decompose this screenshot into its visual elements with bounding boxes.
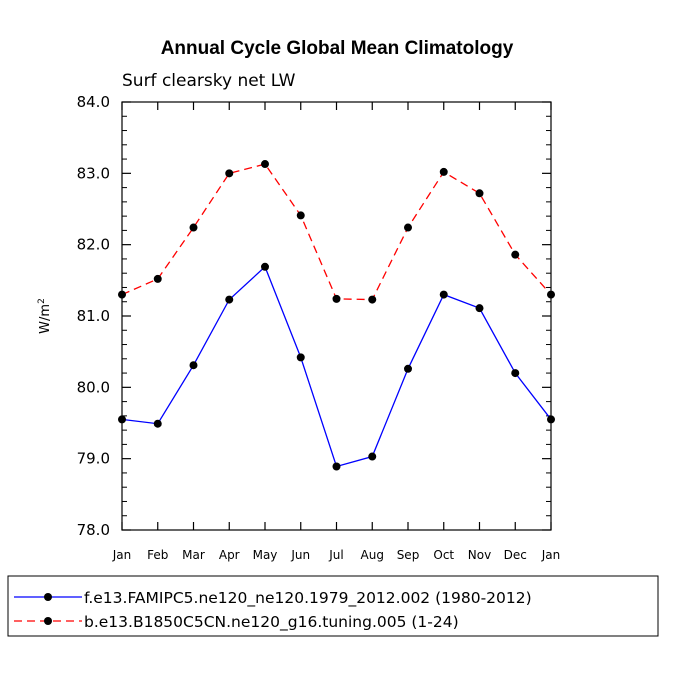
series-2-point — [189, 223, 198, 232]
series-2-point — [332, 294, 341, 303]
x-tick-label: Sep — [397, 548, 420, 562]
x-tick-label: Aug — [361, 548, 384, 562]
x-axis: Jan Feb Mar Apr May Jun Jul Aug Sep Oct Nov Dec Jan — [112, 102, 561, 562]
series-1-point — [547, 415, 555, 424]
legend-marker-1 — [44, 593, 52, 601]
series-layer — [118, 160, 555, 471]
series-1-point — [404, 364, 412, 373]
series-2-point — [404, 223, 412, 232]
series-2-point — [511, 250, 520, 259]
series-2-point — [368, 295, 377, 304]
x-tick-label: Jun — [290, 548, 310, 562]
series-2-point — [439, 167, 448, 176]
series-2-point — [547, 290, 555, 299]
x-tick-label: Apr — [219, 548, 240, 562]
series-2-point — [296, 211, 305, 220]
chart-title: Annual Cycle Global Mean Climatology — [161, 38, 514, 59]
series-2-point — [225, 169, 234, 178]
x-tick-label: May — [253, 548, 278, 562]
series-1-point — [153, 419, 162, 428]
y-tick-label: 84.0 — [77, 93, 110, 111]
x-tick-label: Feb — [147, 548, 168, 562]
series-1-point — [368, 452, 377, 461]
series-2-point — [475, 189, 484, 198]
y-axis-label: W/m2 — [37, 298, 53, 334]
series-1-point — [189, 361, 198, 370]
legend-marker-2 — [44, 617, 52, 625]
series-line-2 — [121, 163, 552, 301]
legend-label-1: f.e13.FAMIPC5.ne120_ne120.1979_2012.002 … — [84, 589, 532, 608]
series-1-point — [261, 262, 269, 271]
y-tick-label: 78.0 — [77, 521, 110, 539]
x-tick-label: Mar — [182, 548, 205, 562]
series-2-point — [261, 160, 269, 169]
x-tick-label: Oct — [433, 548, 454, 562]
y-tick-label: 83.0 — [77, 164, 110, 182]
chart-subtitle: Surf clearsky net LW — [122, 71, 296, 91]
series-1-point — [439, 290, 448, 299]
series-1-point — [475, 304, 484, 313]
legend-label-2: b.e13.B1850C5CN.ne120_g16.tuning.005 (1-… — [84, 613, 459, 632]
y-tick-label: 82.0 — [77, 236, 110, 254]
y-tick-label: 81.0 — [77, 307, 110, 325]
series-2-point — [118, 290, 126, 299]
x-tick-label: Nov — [468, 548, 491, 562]
y-axis: 78.0 79.0 80.0 81.0 82.0 83.0 84.0 — [77, 93, 551, 539]
series-1-point — [332, 462, 341, 471]
x-tick-label: Jan — [541, 548, 561, 562]
series-1-point — [225, 295, 234, 304]
series-1-point — [296, 353, 305, 362]
legend: f.e13.FAMIPC5.ne120_ne120.1979_2012.002 … — [14, 589, 532, 632]
series-2-point — [153, 274, 162, 283]
series-1-point — [118, 415, 126, 424]
y-tick-label: 79.0 — [77, 450, 110, 468]
x-tick-label: Jan — [112, 548, 132, 562]
y-tick-label: 80.0 — [77, 378, 110, 396]
legend-box — [7, 575, 659, 637]
series-1-point — [511, 369, 520, 378]
x-tick-label: Jul — [328, 548, 343, 562]
x-tick-label: Dec — [504, 548, 527, 562]
